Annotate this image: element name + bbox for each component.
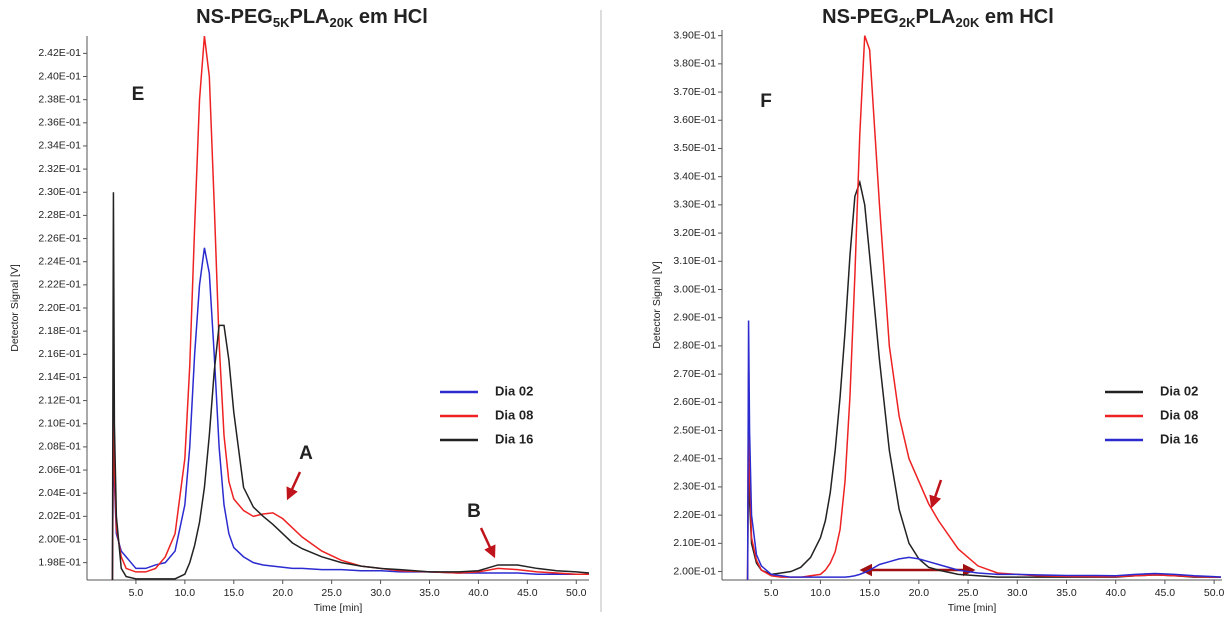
y-tick-label: 2.20E-01 <box>673 509 716 521</box>
x-tick-label: 45.0 <box>517 587 538 599</box>
legend-label: Dia 16 <box>495 431 533 446</box>
legend-label: Dia 16 <box>1160 431 1198 446</box>
title-part: NS-PEG <box>196 6 273 28</box>
title-subscript: 20K <box>329 15 353 30</box>
x-tick-label: 10.0 <box>810 587 831 599</box>
x-tick-label: 15.0 <box>859 587 880 599</box>
title-part: PLA <box>289 6 329 28</box>
x-tick-label: 25.0 <box>321 587 342 599</box>
y-tick-label: 2.34E-01 <box>38 140 81 152</box>
x-tick-label: 35.0 <box>1056 587 1077 599</box>
y-tick-label: 2.04E-01 <box>38 487 81 499</box>
y-tick-label: 2.60E-01 <box>673 396 716 408</box>
y-tick-label: 2.26E-01 <box>38 232 81 244</box>
y-tick-label: 2.30E-01 <box>673 481 716 493</box>
y-tick-label: 2.00E-01 <box>673 565 716 577</box>
y-tick-label: 3.00E-01 <box>673 283 716 295</box>
y-axis-label: Detector Signal [V] <box>9 264 21 352</box>
y-tick-label: 3.80E-01 <box>673 58 716 70</box>
y-tick-label: 2.38E-01 <box>38 93 81 105</box>
y-tick-label: 2.40E-01 <box>38 70 81 82</box>
x-axis-label: Time [min] <box>948 602 997 614</box>
x-tick-label: 50.0 <box>566 587 587 599</box>
y-tick-label: 3.60E-01 <box>673 114 716 126</box>
x-tick-label: 10.0 <box>175 587 196 599</box>
legend-label: Dia 02 <box>495 383 533 398</box>
x-tick-label: 15.0 <box>224 587 245 599</box>
series-line <box>111 36 589 580</box>
title-subscript: 20K <box>955 15 979 30</box>
y-tick-label: 2.70E-01 <box>673 368 716 380</box>
y-tick-label: 2.90E-01 <box>673 311 716 323</box>
y-tick-label: 2.18E-01 <box>38 325 81 337</box>
arrow <box>286 471 302 501</box>
legend-label: Dia 08 <box>1160 407 1198 422</box>
y-tick-label: 3.30E-01 <box>673 199 716 211</box>
y-tick-label: 2.10E-01 <box>673 537 716 549</box>
annotation: B <box>467 501 481 522</box>
x-tick-label: 25.0 <box>958 587 979 599</box>
y-axis-label: Detector Signal [V] <box>651 261 663 349</box>
x-tick-label: 40.0 <box>468 587 489 599</box>
title-part: em HCl <box>979 6 1053 28</box>
legend-label: Dia 08 <box>495 407 533 422</box>
y-tick-label: 2.08E-01 <box>38 441 81 453</box>
y-tick-label: 2.06E-01 <box>38 464 81 476</box>
series-line <box>746 179 1222 580</box>
y-tick-label: 2.30E-01 <box>38 186 81 198</box>
y-tick-label: 3.90E-01 <box>673 29 716 41</box>
series-line <box>111 192 589 580</box>
title-part: NS-PEG <box>822 6 899 28</box>
y-tick-label: 1.98E-01 <box>38 556 81 568</box>
y-tick-label: 2.02E-01 <box>38 510 81 522</box>
x-tick-label: 30.0 <box>1007 587 1028 599</box>
arrow <box>479 527 496 559</box>
x-tick-label: 5.0 <box>764 587 779 599</box>
chart-title: NS-PEG5KPLA20K em HCl <box>196 6 428 30</box>
annotation: A <box>299 443 313 464</box>
y-tick-label: 2.50E-01 <box>673 424 716 436</box>
title-subscript: 5K <box>273 15 290 30</box>
y-tick-label: 2.32E-01 <box>38 163 81 175</box>
x-tick-label: 20.0 <box>909 587 930 599</box>
x-tick-label: 20.0 <box>272 587 293 599</box>
annotation: E <box>132 84 145 105</box>
x-tick-label: 5.0 <box>129 587 144 599</box>
y-tick-label: 3.10E-01 <box>673 255 716 267</box>
y-tick-label: 2.80E-01 <box>673 340 716 352</box>
y-tick-label: 3.20E-01 <box>673 227 716 239</box>
y-tick-label: 2.16E-01 <box>38 348 81 360</box>
y-tick-label: 2.40E-01 <box>673 452 716 464</box>
annotation: F <box>760 91 772 112</box>
y-tick-label: 2.24E-01 <box>38 255 81 267</box>
y-tick-label: 2.20E-01 <box>38 302 81 314</box>
y-tick-label: 3.40E-01 <box>673 170 716 182</box>
x-tick-label: 35.0 <box>419 587 440 599</box>
y-tick-label: 2.42E-01 <box>38 47 81 59</box>
x-tick-label: 45.0 <box>1155 587 1176 599</box>
y-tick-label: 2.14E-01 <box>38 371 81 383</box>
y-tick-label: 2.00E-01 <box>38 533 81 545</box>
chart-title: NS-PEG2KPLA20K em HCl <box>822 6 1054 30</box>
y-tick-label: 2.22E-01 <box>38 279 81 291</box>
title-part: PLA <box>915 6 955 28</box>
x-tick-label: 50.0 <box>1204 587 1225 599</box>
legend-label: Dia 02 <box>1160 383 1198 398</box>
title-subscript: 2K <box>899 15 916 30</box>
y-tick-label: 3.70E-01 <box>673 86 716 98</box>
y-tick-label: 2.10E-01 <box>38 418 81 430</box>
series-line <box>746 320 1222 580</box>
arrow <box>929 479 943 509</box>
y-tick-label: 2.28E-01 <box>38 209 81 221</box>
y-tick-label: 2.12E-01 <box>38 394 81 406</box>
x-tick-label: 30.0 <box>370 587 391 599</box>
y-tick-label: 2.36E-01 <box>38 117 81 129</box>
x-axis-label: Time [min] <box>314 602 363 614</box>
y-tick-label: 3.50E-01 <box>673 142 716 154</box>
title-part: em HCl <box>353 6 427 28</box>
series-line <box>746 35 1222 580</box>
x-tick-label: 40.0 <box>1105 587 1126 599</box>
